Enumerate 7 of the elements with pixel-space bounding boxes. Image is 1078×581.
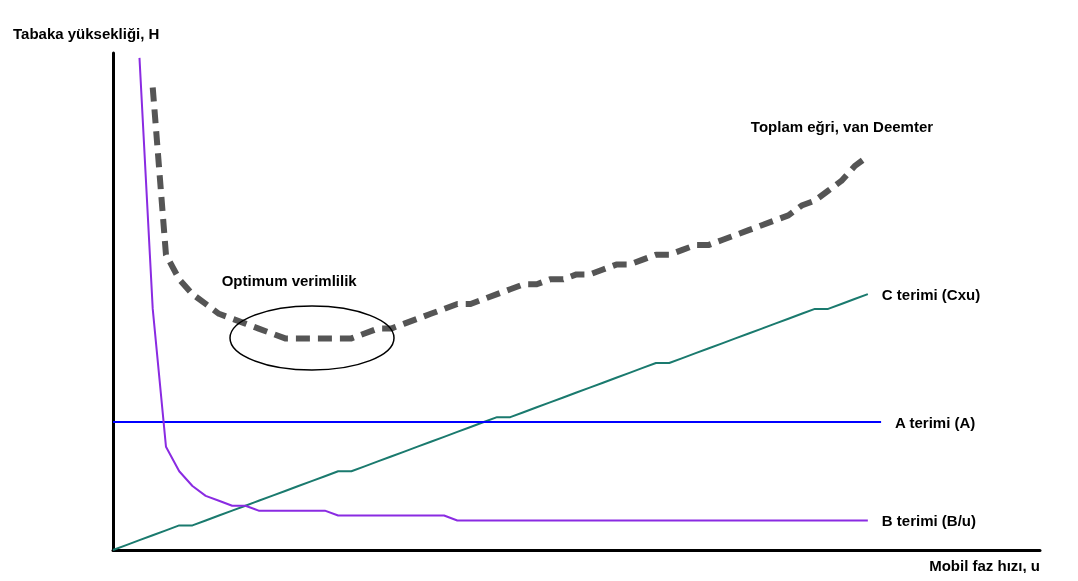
y-axis-title: Tabaka yüksekliği, H <box>13 25 160 42</box>
series-label: B terimi (B/u) <box>881 511 977 529</box>
x-axis-title: Mobil faz hızı, u <box>929 557 1040 574</box>
annotation: Optimum verimlilik <box>221 272 357 290</box>
series-label: A terimi (A) <box>895 413 976 431</box>
series-label: C terimi (Cxu) <box>881 285 981 303</box>
text: Toplam eğri, van Deemter <box>750 117 934 135</box>
